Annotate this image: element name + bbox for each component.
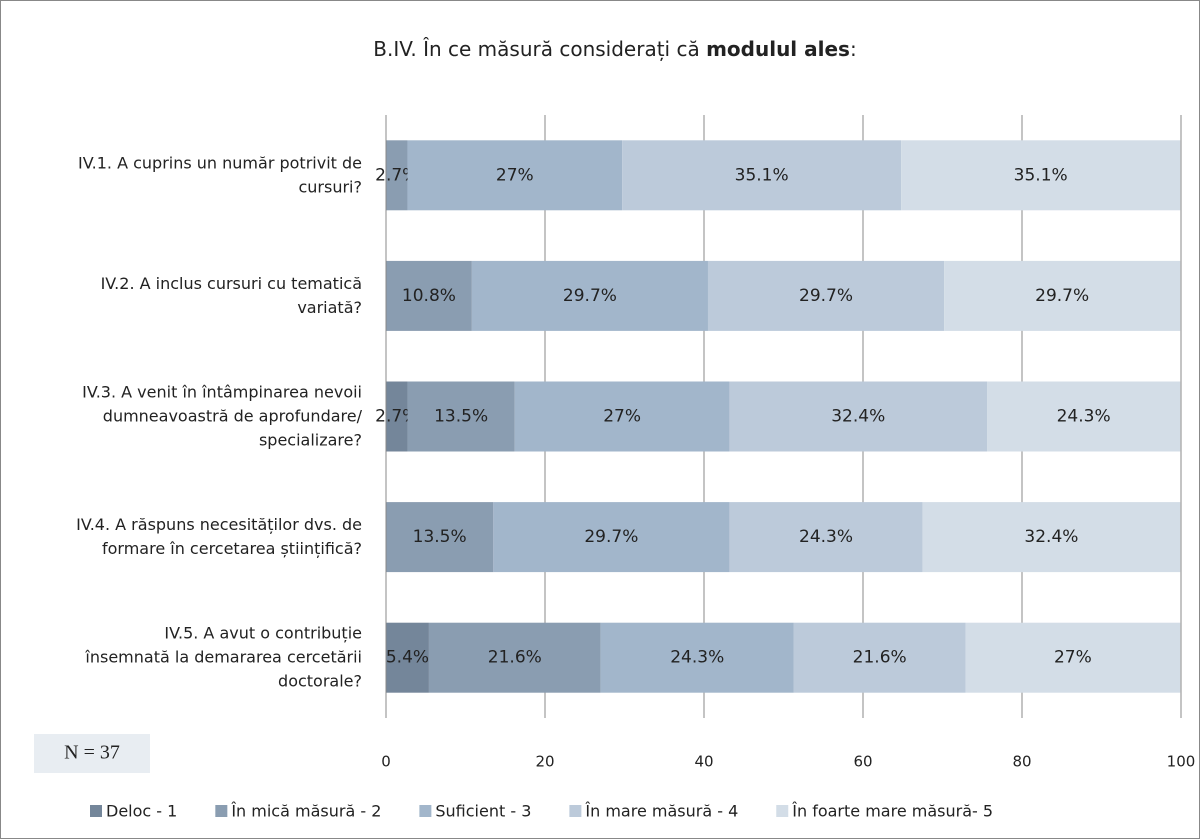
bar-segment xyxy=(793,622,966,693)
bar-segment xyxy=(944,260,1181,331)
x-tick-label: 100 xyxy=(1167,753,1196,771)
data-label: 24.3% xyxy=(799,527,853,547)
title-part: B.IV. În ce măsură considerați că xyxy=(373,37,706,61)
bar-segment xyxy=(729,381,988,452)
bar-segment xyxy=(901,140,1181,211)
bar-segment xyxy=(386,502,494,573)
x-tick-label: 20 xyxy=(535,753,554,771)
data-label: 29.7% xyxy=(799,286,853,306)
bar-segment xyxy=(622,140,902,211)
bar-segment xyxy=(407,381,515,452)
legend-swatch xyxy=(90,805,102,817)
legend-label: În mică măsură - 2 xyxy=(230,802,381,821)
bar-segment xyxy=(386,381,408,452)
bar-segment xyxy=(386,622,429,693)
y-tick-label: IV.2. A inclus cursuri cu tematică variat… xyxy=(101,273,362,316)
bar-segment xyxy=(987,381,1181,452)
bar-segment xyxy=(407,140,623,211)
data-label: 29.7% xyxy=(1035,286,1089,306)
data-label: 10.8% xyxy=(402,286,456,306)
x-tick-label: 80 xyxy=(1012,753,1031,771)
data-label: 21.6% xyxy=(488,648,542,668)
data-label: 27% xyxy=(603,407,641,427)
data-label: 27% xyxy=(1054,648,1092,668)
annotation-box xyxy=(34,734,150,773)
legend-label: În mare măsură - 4 xyxy=(584,802,738,821)
legend-swatch xyxy=(419,805,432,817)
legend-swatch xyxy=(776,805,789,817)
y-tick-label: IV.1. A cuprins un număr potrivit de curs… xyxy=(78,153,362,196)
bar-segment xyxy=(471,260,708,331)
data-label: 29.7% xyxy=(563,286,617,306)
y-tick-label: IV.5. A avut o contribuție însemnată la d… xyxy=(84,623,362,690)
title-part: modulul ales xyxy=(706,37,850,61)
legend-swatch xyxy=(215,805,228,817)
bar-segment xyxy=(428,622,601,693)
legend-label: Deloc - 1 xyxy=(106,802,177,821)
data-label: 5.4% xyxy=(386,648,429,668)
data-label: 27% xyxy=(496,165,534,185)
data-label: 24.3% xyxy=(670,648,724,668)
data-label: 13.5% xyxy=(434,407,488,427)
bar-segment xyxy=(600,622,794,693)
data-label: 32.4% xyxy=(831,407,885,427)
x-tick-label: 0 xyxy=(381,753,391,771)
data-label: 35.1% xyxy=(1014,165,1068,185)
x-tick-label: 40 xyxy=(694,753,713,771)
data-label: 24.3% xyxy=(1057,407,1111,427)
legend-label: Suficient - 3 xyxy=(435,802,531,821)
title-part: : xyxy=(850,37,857,61)
bar-segment xyxy=(729,502,923,573)
y-tick-label: IV.3. A venit în întâmpinarea nevoii dumn… xyxy=(82,382,362,449)
x-tick-label: 60 xyxy=(853,753,872,771)
bar-segment xyxy=(386,140,408,211)
data-label: 32.4% xyxy=(1024,527,1078,547)
legend-swatch xyxy=(569,805,582,817)
annotation: N = 37 xyxy=(64,742,120,764)
bar-segment xyxy=(707,260,945,331)
bar-segment xyxy=(965,622,1181,693)
chart-title: B.IV. În ce măsură considerați că modulu… xyxy=(373,37,856,61)
data-label: 35.1% xyxy=(735,165,789,185)
bar-segment xyxy=(386,260,472,331)
data-label: 21.6% xyxy=(853,648,907,668)
bar-segment xyxy=(514,381,730,452)
legend-label: În foarte mare măsură- 5 xyxy=(791,802,993,821)
bar-segment xyxy=(922,502,1181,573)
bar-segment xyxy=(493,502,730,573)
data-label: 29.7% xyxy=(584,527,638,547)
data-label: 13.5% xyxy=(413,527,467,547)
y-tick-label: IV.4. A răspuns necesităților dvs. de for… xyxy=(76,515,362,558)
